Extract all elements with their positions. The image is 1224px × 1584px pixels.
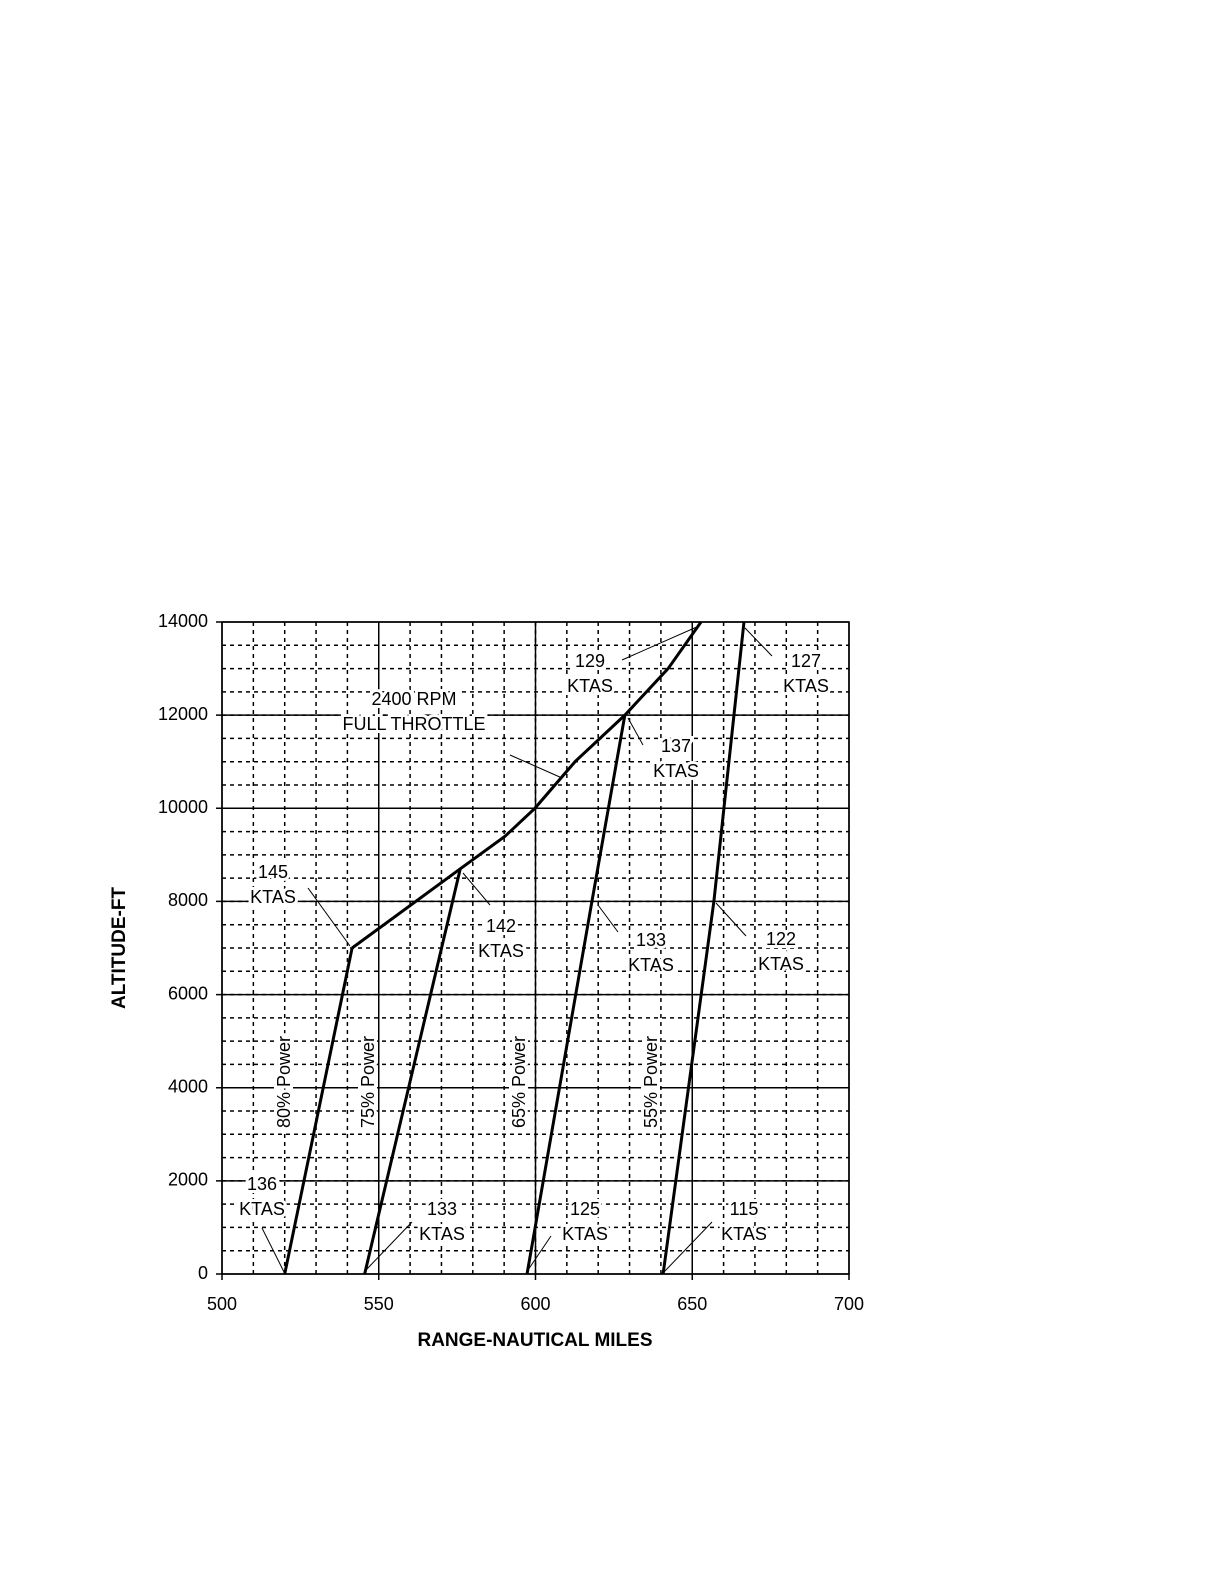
- leader-line: [597, 904, 619, 933]
- annotation: KTAS: [419, 1224, 465, 1244]
- plot-frame: [221, 621, 850, 1275]
- annotation: FULL THROTTLE: [342, 714, 485, 734]
- annotation: 137: [661, 736, 691, 756]
- series-label: 80% Power: [274, 1036, 294, 1128]
- annotation: 2400 RPM: [371, 689, 456, 709]
- leader-line: [663, 1221, 713, 1273]
- leader-line: [462, 872, 491, 906]
- annotation: KTAS: [758, 954, 804, 974]
- annotation: KTAS: [783, 676, 829, 696]
- line-series: [661, 621, 746, 1275]
- annotation: KTAS: [239, 1199, 285, 1219]
- y-tick-label: 8000: [168, 890, 208, 910]
- leader-line: [509, 754, 563, 779]
- annotation: 145: [258, 862, 288, 882]
- annotation: KTAS: [721, 1224, 767, 1244]
- annotation: 122: [766, 929, 796, 949]
- y-tick-label: 4000: [168, 1076, 208, 1096]
- line-series: [283, 947, 354, 1275]
- series-label: 75% Power: [358, 1036, 378, 1128]
- x-tick-label: 600: [520, 1294, 550, 1314]
- y-axis-title: ALTITUDE-FT: [109, 887, 130, 1009]
- leader-line: [621, 625, 700, 661]
- annotation: 142: [486, 916, 516, 936]
- leader-line: [715, 902, 747, 937]
- series-label: 55% Power: [641, 1036, 661, 1128]
- annotation: 125: [570, 1199, 600, 1219]
- annotation: 136: [247, 1174, 277, 1194]
- y-tick-label: 14000: [158, 611, 208, 631]
- line-series: [525, 714, 627, 1275]
- annotation: 133: [427, 1199, 457, 1219]
- annotation: 115: [730, 1199, 759, 1219]
- annotation: 129: [575, 651, 605, 671]
- y-tick-label: 0: [198, 1263, 208, 1283]
- leader-line: [527, 1235, 552, 1271]
- leader-line: [365, 1221, 413, 1271]
- annotation: KTAS: [628, 955, 674, 975]
- x-tick-label: 700: [834, 1294, 864, 1314]
- leader-line: [307, 887, 351, 947]
- leader-line: [627, 717, 644, 746]
- annotation: KTAS: [567, 676, 613, 696]
- y-tick-label: 2000: [168, 1170, 208, 1190]
- x-axis-title: RANGE-NAUTICAL MILES: [417, 1330, 652, 1351]
- series-label: 65% Power: [509, 1036, 529, 1128]
- annotation: 133: [636, 930, 666, 950]
- y-tick-label: 10000: [158, 797, 208, 817]
- line-series: [363, 868, 462, 1275]
- y-tick-label: 12000: [158, 704, 208, 724]
- leader-line: [744, 627, 773, 657]
- x-tick-label: 650: [677, 1294, 707, 1314]
- annotation: KTAS: [653, 761, 699, 781]
- leader-line: [261, 1227, 285, 1273]
- line-series: [351, 621, 703, 950]
- annotation: KTAS: [250, 887, 296, 907]
- x-tick-label: 500: [207, 1294, 237, 1314]
- annotation: KTAS: [478, 941, 524, 961]
- y-tick-label: 6000: [168, 983, 208, 1003]
- annotation: 127: [791, 651, 821, 671]
- annotation: KTAS: [562, 1224, 608, 1244]
- x-tick-label: 550: [364, 1294, 394, 1314]
